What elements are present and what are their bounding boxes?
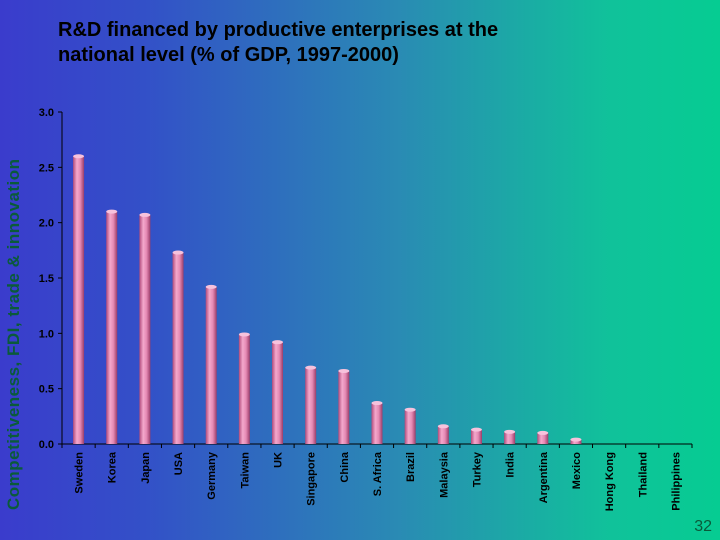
bar-cap (139, 212, 151, 217)
x-tick-label: Malaysia (438, 451, 450, 498)
bar-cap (272, 340, 284, 345)
bar-sweden (73, 156, 85, 444)
x-tick-label: Hong Kong (604, 452, 616, 511)
x-tick-label: India (505, 451, 517, 478)
bar-s-africa (371, 403, 383, 444)
y-tick-label: 2.5 (39, 162, 54, 174)
y-tick-label: 0.5 (39, 384, 54, 396)
bar-turkey (470, 429, 482, 444)
y-tick-label: 2.0 (39, 218, 54, 230)
y-tick-label: 1.0 (39, 328, 54, 340)
x-tick-label: Argentina (538, 451, 550, 503)
bar-cap (470, 427, 482, 432)
x-tick-label: Singapore (306, 452, 318, 506)
bar-cap (338, 368, 350, 373)
bar-malaysia (437, 426, 449, 444)
x-tick-label: UK (273, 452, 285, 468)
bar-germany (205, 286, 217, 444)
bar-cap (404, 407, 416, 412)
x-tick-label: Thailand (637, 452, 649, 497)
y-tick-label: 3.0 (39, 107, 54, 119)
chart-title-line-1: R&D financed by productive enterprises a… (58, 19, 499, 41)
page-number: 32 (694, 518, 712, 535)
bar-cap (205, 284, 217, 289)
x-tick-label: Sweden (74, 452, 86, 494)
x-tick-label: Germany (206, 451, 218, 500)
y-tick-label: 1.5 (39, 273, 54, 285)
bar-uk (272, 342, 284, 444)
x-tick-label: Turkey (471, 451, 483, 487)
x-tick-label: Japan (140, 452, 152, 484)
bar-singapore (305, 367, 317, 444)
x-tick-label: Taiwan (239, 452, 251, 489)
x-tick-label: Mexico (571, 452, 583, 490)
chart-title: R&D financed by productive enterprises a… (58, 18, 618, 68)
bar-india (504, 431, 516, 444)
bar-cap (437, 424, 449, 429)
x-tick-label: Brazil (405, 452, 417, 482)
bar-cap (371, 401, 383, 406)
bar-korea (106, 211, 118, 444)
bar-cap (537, 430, 549, 435)
x-tick-label: Philippines (670, 452, 682, 511)
bar-cap (172, 250, 184, 255)
bar-cap (238, 332, 250, 337)
x-tick-label: China (339, 451, 351, 482)
bar-mexico (570, 439, 582, 444)
bar-cap (73, 154, 85, 159)
bar-taiwan (238, 334, 250, 444)
bar-china (338, 370, 350, 444)
bar-argentina (537, 432, 549, 444)
y-tick-label: 0.0 (39, 439, 54, 451)
bar-cap (106, 209, 118, 214)
x-tick-label: USA (173, 452, 185, 475)
bar-cap (504, 429, 516, 434)
bar-usa (172, 252, 184, 444)
bar-cap (305, 365, 317, 370)
x-tick-label: Korea (107, 451, 119, 483)
bar-brazil (404, 409, 416, 444)
chart-title-line-2: national level (% of GDP, 1997-2000) (58, 44, 399, 66)
x-tick-label: S. Africa (372, 451, 384, 496)
bar-cap (570, 437, 582, 442)
bar-japan (139, 214, 151, 444)
